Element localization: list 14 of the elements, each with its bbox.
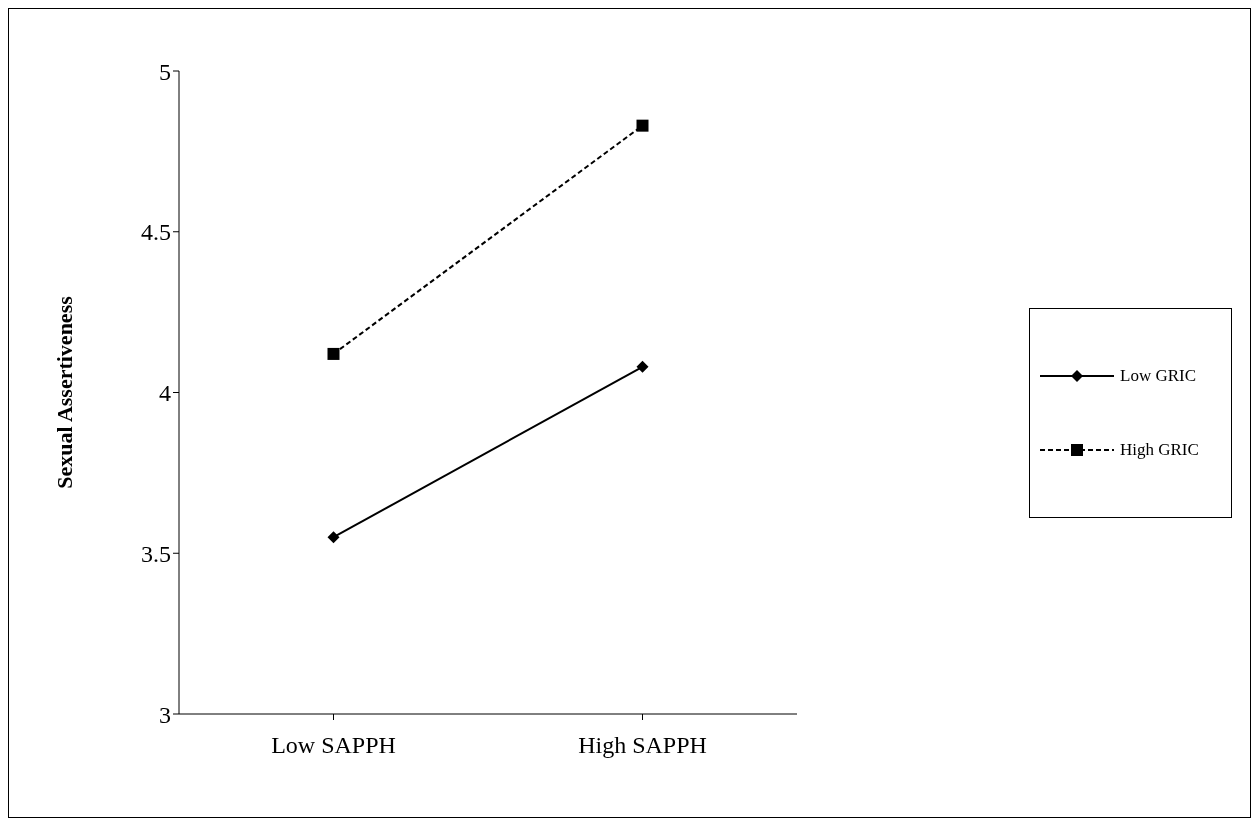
legend-label: High GRIC [1120, 440, 1199, 460]
point [327, 531, 340, 544]
legend-label: Low GRIC [1120, 366, 1197, 386]
y-axis-title: Sexual Assertiveness [51, 295, 77, 489]
y-tick-label: 5 [159, 58, 171, 85]
point [636, 360, 649, 373]
y-tick-label: 4.5 [141, 219, 171, 246]
point [636, 119, 649, 132]
y-tick-label: 4 [159, 380, 171, 407]
point [327, 347, 340, 360]
y-tick-label: 3 [159, 701, 171, 728]
x-tick-label: High SAPPH [578, 732, 707, 759]
y-tick-label: 3.5 [141, 540, 171, 567]
x-tick-label: Low SAPPH [271, 732, 396, 759]
